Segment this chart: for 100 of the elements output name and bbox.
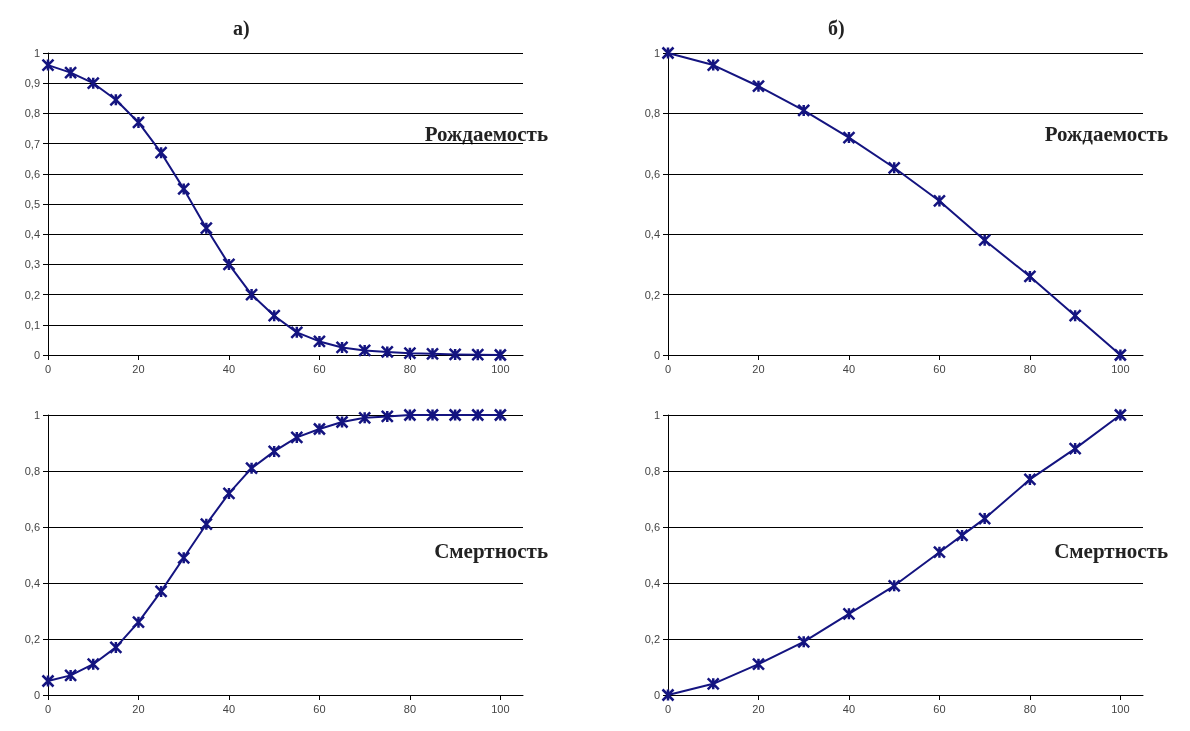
annotation: Рождаемость	[424, 121, 549, 146]
point	[887, 161, 901, 175]
point	[1068, 308, 1082, 323]
point	[244, 461, 259, 475]
point	[1023, 269, 1037, 284]
point	[380, 345, 395, 359]
point	[403, 408, 417, 422]
y-tick-label: 0,6	[24, 167, 40, 180]
y-tick-label: 0,8	[644, 107, 660, 120]
x-tick-label: 0	[664, 362, 672, 375]
point	[932, 545, 947, 559]
point	[1023, 472, 1037, 487]
x-tick-label: 40	[222, 362, 236, 375]
point	[312, 334, 327, 349]
x-tick-label: 0	[44, 702, 52, 715]
point	[977, 511, 992, 526]
annotation: Рождаемость	[1044, 121, 1169, 146]
point	[63, 65, 78, 80]
point	[176, 182, 191, 196]
point	[176, 551, 191, 565]
point	[842, 130, 856, 145]
point	[131, 115, 146, 130]
x-tick-label: 20	[752, 702, 765, 715]
y-tick-label: 0,3	[24, 258, 40, 271]
point	[290, 325, 304, 340]
y-tick-label: 0,4	[644, 228, 660, 241]
x-tick-label: 60	[933, 362, 946, 375]
point	[154, 145, 168, 160]
point	[493, 408, 508, 422]
point	[312, 422, 327, 436]
point	[199, 221, 214, 235]
point	[661, 688, 675, 702]
y-tick-label: 0,4	[24, 228, 40, 241]
y-tick-label: 0,4	[644, 577, 660, 589]
point	[1113, 408, 1128, 422]
point	[751, 79, 766, 93]
x-tick-label: 20	[132, 362, 145, 375]
x-tick-label: 100	[491, 702, 510, 715]
x-tick-label: 60	[313, 702, 326, 715]
y-tick-label: 0,2	[644, 633, 660, 645]
point	[109, 640, 123, 655]
y-tick-label: 0,2	[644, 288, 660, 301]
point	[222, 486, 236, 501]
x-tick-label: 80	[1023, 702, 1037, 715]
point	[471, 408, 485, 422]
point	[86, 76, 100, 90]
annotation: Смертность	[434, 538, 549, 563]
y-tick-label: 1	[33, 47, 40, 59]
point	[493, 348, 508, 362]
point	[267, 444, 281, 459]
x-tick-label: 20	[132, 702, 145, 715]
point	[63, 668, 78, 683]
x-tick-label: 0	[664, 702, 672, 715]
y-tick-label: 0,2	[24, 633, 40, 645]
point	[380, 409, 395, 424]
x-tick-label: 80	[403, 702, 417, 715]
point	[109, 93, 123, 107]
point	[41, 674, 55, 688]
x-tick-label: 60	[313, 362, 326, 375]
point	[199, 517, 214, 531]
point	[335, 340, 349, 355]
point	[403, 346, 417, 360]
x-tick-label: 100	[1111, 702, 1130, 715]
x-tick-label: 60	[933, 702, 946, 715]
point	[751, 657, 766, 671]
point	[977, 233, 992, 247]
chart-title: б)	[828, 17, 845, 40]
point	[335, 415, 349, 429]
point	[267, 308, 281, 323]
x-tick-label: 0	[44, 362, 52, 375]
point	[86, 657, 100, 671]
y-tick-label: 0,6	[644, 167, 660, 180]
y-tick-label: 0,8	[24, 465, 40, 477]
point	[244, 287, 259, 302]
point	[955, 528, 969, 543]
y-tick-label: 0,7	[24, 137, 40, 150]
x-tick-label: 80	[1023, 362, 1037, 375]
y-tick-label: 0,2	[24, 288, 40, 301]
y-tick-label: 0	[33, 689, 40, 701]
point	[154, 584, 168, 599]
point	[706, 58, 720, 72]
y-tick-label: 0,1	[24, 318, 40, 331]
y-tick-label: 1	[653, 47, 660, 59]
y-tick-label: 0	[33, 349, 40, 361]
point	[357, 343, 372, 358]
chart-title: а)	[233, 17, 250, 40]
point	[357, 411, 372, 425]
point	[932, 194, 947, 208]
y-tick-label: 0,8	[644, 465, 660, 477]
y-tick-label: 1	[653, 409, 660, 421]
point	[448, 347, 462, 362]
point	[425, 347, 440, 361]
y-tick-label: 0,9	[24, 77, 40, 90]
x-tick-label: 100	[1111, 362, 1130, 375]
point	[661, 46, 675, 60]
y-tick-label: 0,6	[644, 521, 660, 533]
x-tick-label: 100	[491, 362, 510, 375]
y-tick-label: 0,4	[24, 577, 40, 589]
annotation: Смертность	[1054, 538, 1169, 563]
y-tick-label: 0	[653, 349, 660, 361]
